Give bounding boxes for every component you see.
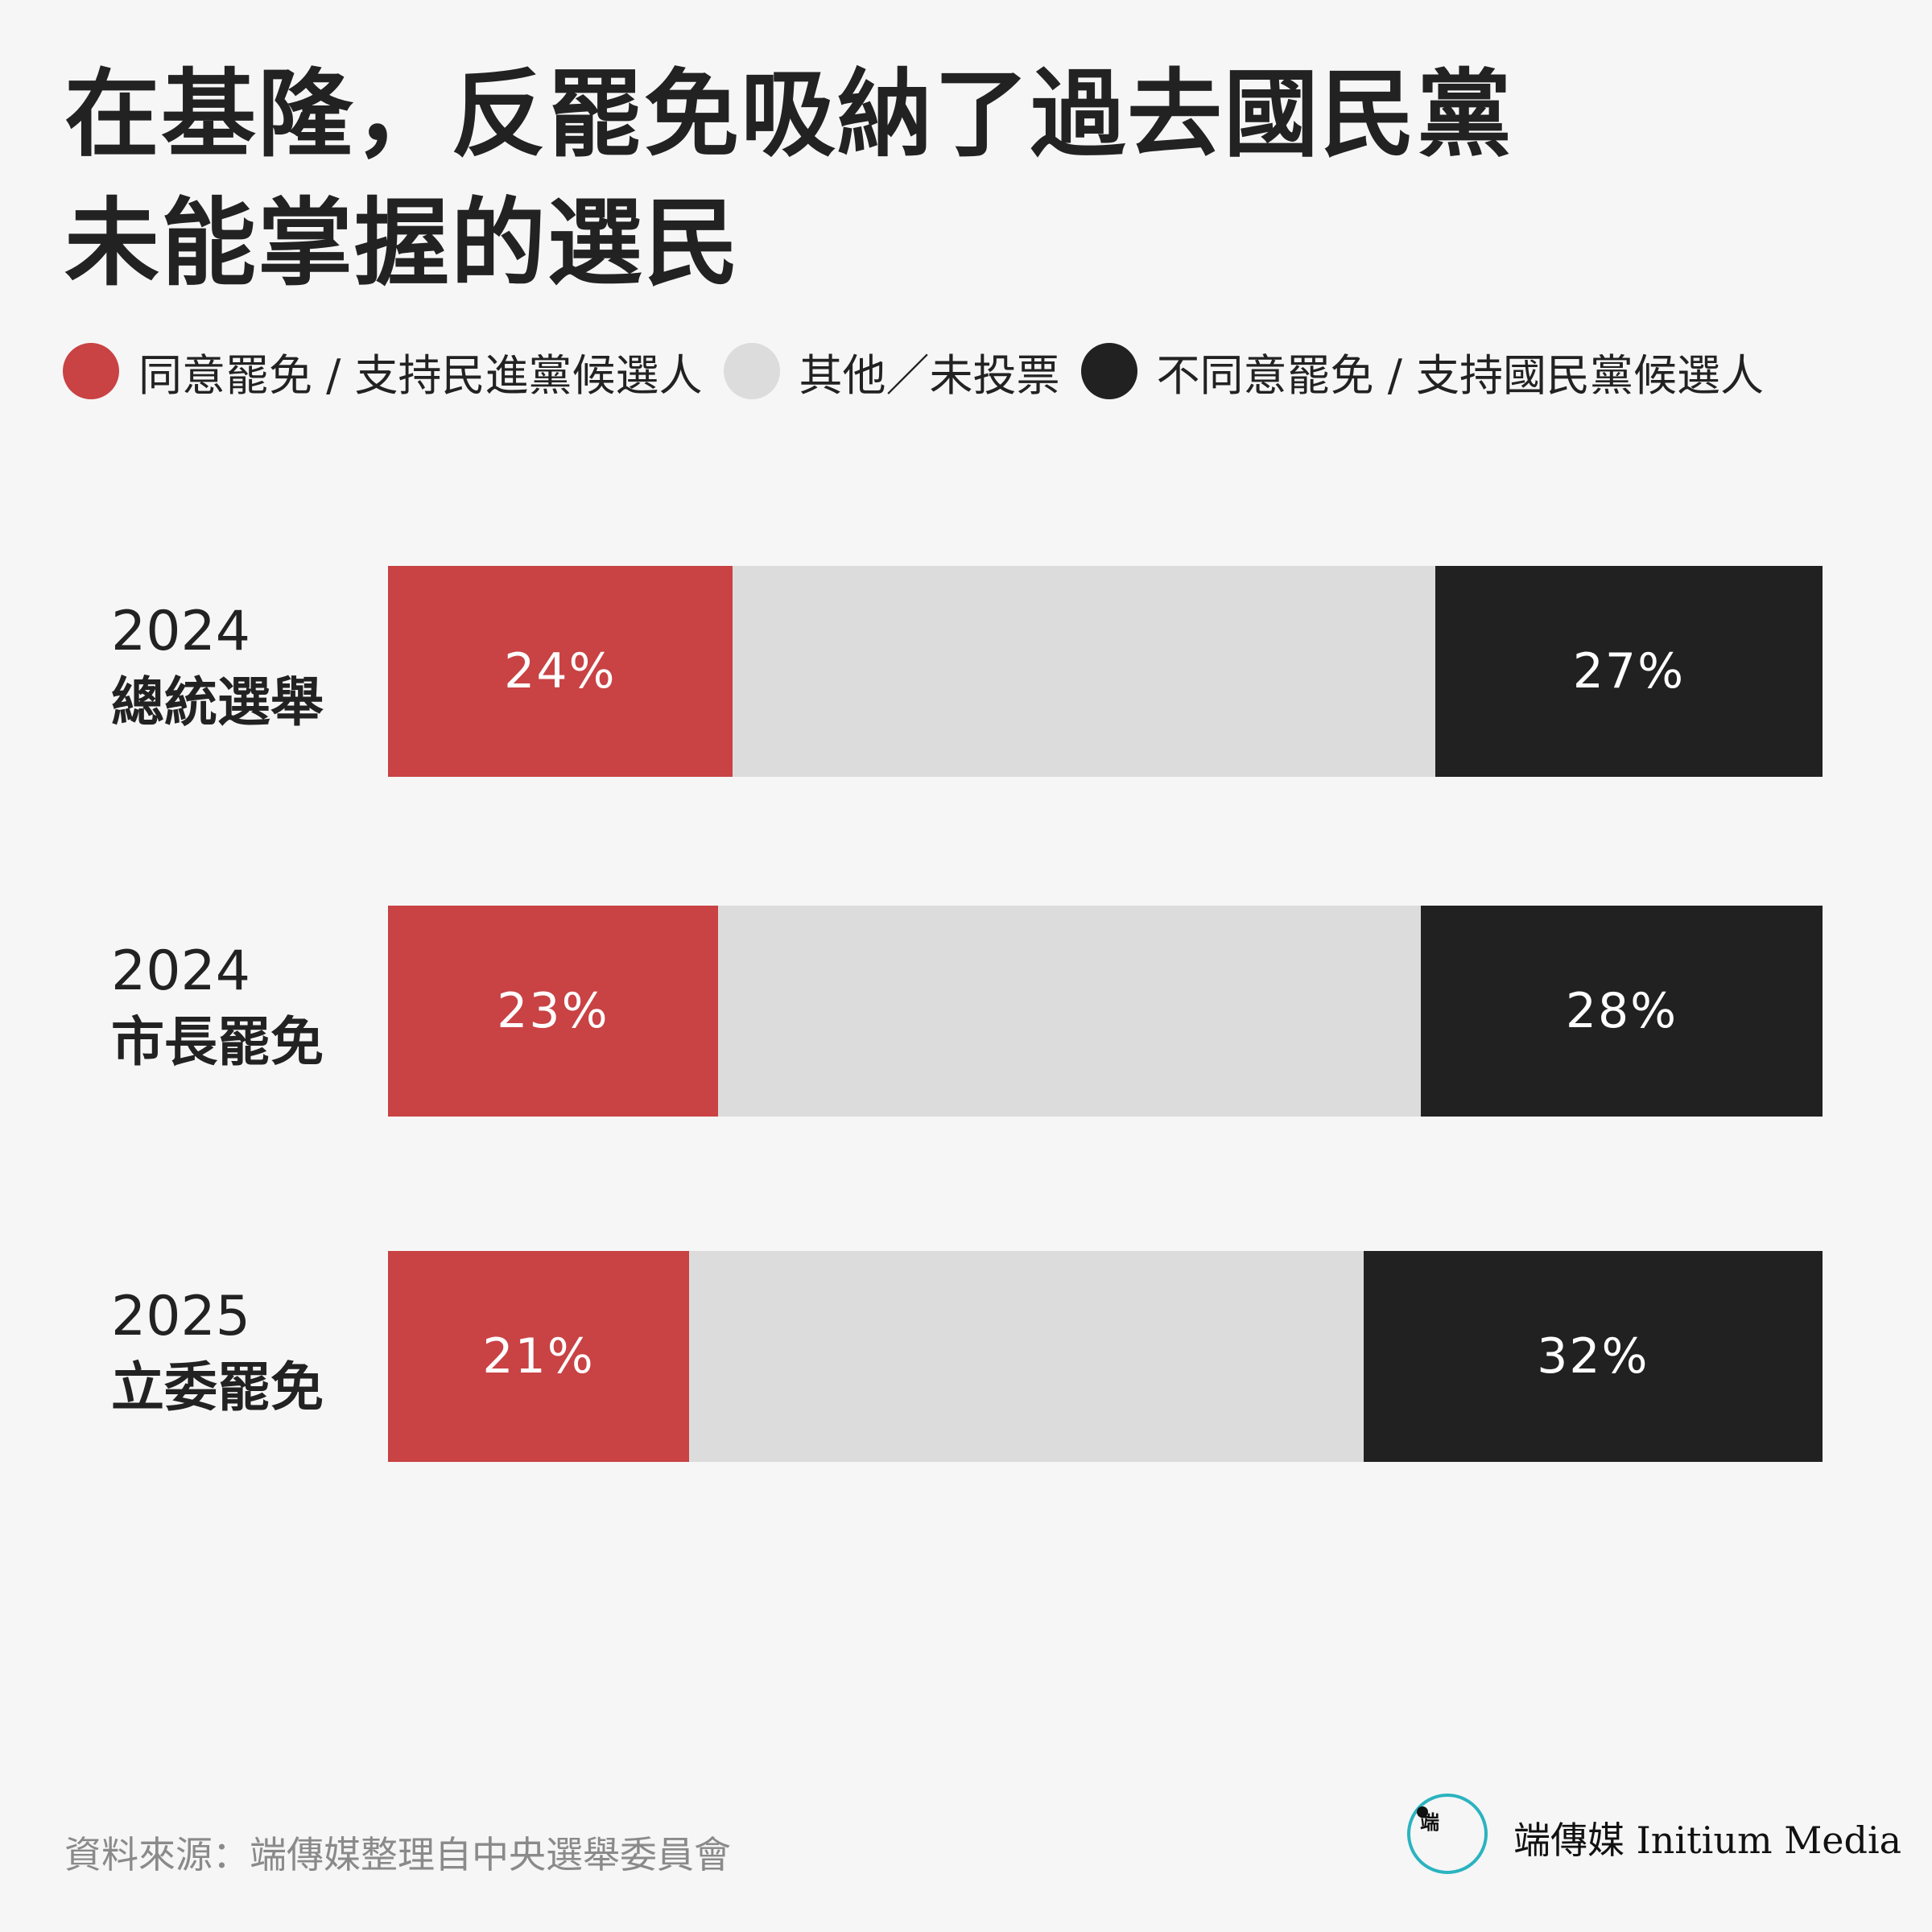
data-label: 27% bbox=[1572, 643, 1686, 700]
legend: 同意罷免 / 支持民進黨候選人 其他／未投票 不同意罷免 / 支持國民黨候選人 bbox=[63, 343, 1785, 401]
bar-segment-disagree: 28% bbox=[1421, 906, 1823, 1117]
bar-segment-disagree: 32% bbox=[1363, 1251, 1823, 1462]
legend-label: 不同意罷免 / 支持國民黨候選人 bbox=[1156, 349, 1765, 401]
title-line-2: 未能掌握的選民 bbox=[64, 188, 741, 299]
bar-row: 2024 總統選舉 24% 27% bbox=[0, 566, 1932, 777]
legend-label: 同意罷免 / 支持民進黨候選人 bbox=[138, 349, 703, 401]
category-year: 2025 bbox=[111, 1285, 251, 1348]
bar-row: 2024 市長罷免 23% 28% bbox=[0, 906, 1932, 1117]
title-line-1: 在基隆，反罷免吸納了過去國民黨 bbox=[64, 59, 1514, 170]
category-name: 總統選舉 bbox=[111, 671, 324, 733]
bar-segment-other bbox=[717, 906, 1422, 1117]
legend-item-agree: 同意罷免 / 支持民進黨候選人 bbox=[63, 340, 703, 403]
category-year: 2024 bbox=[111, 600, 251, 663]
data-label: 24% bbox=[504, 643, 617, 700]
stacked-bar: 23% 28% bbox=[388, 906, 1823, 1117]
source-note: 資料來源：端傳媒整理自中央選舉委員會 bbox=[64, 1833, 731, 1876]
initium-logo: 端 bbox=[1407, 1794, 1488, 1874]
category-year: 2024 bbox=[111, 939, 251, 1003]
legend-item-disagree: 不同意罷免 / 支持國民黨候選人 bbox=[1080, 340, 1765, 403]
logo-glyph: 端 bbox=[1420, 1811, 1439, 1834]
brand-name: 端傳媒 Initium Media bbox=[1513, 1818, 1902, 1862]
logo-dot bbox=[1417, 1806, 1428, 1818]
data-label: 32% bbox=[1537, 1328, 1649, 1385]
bar-segment-agree: 21% bbox=[388, 1251, 690, 1462]
legend-swatch bbox=[1080, 343, 1137, 399]
data-label: 21% bbox=[482, 1328, 595, 1385]
bar-segment-agree: 24% bbox=[388, 566, 733, 777]
bar-segment-other bbox=[732, 566, 1435, 777]
stacked-bar: 21% 32% bbox=[388, 1251, 1823, 1462]
legend-swatch bbox=[723, 343, 780, 399]
bar-segment-other bbox=[689, 1251, 1364, 1462]
chart-title: 在基隆，反罷免吸納了過去國民黨 未能掌握的選民 bbox=[64, 50, 1513, 308]
bar-segment-agree: 23% bbox=[388, 906, 718, 1117]
data-label: 23% bbox=[497, 983, 609, 1039]
category-name: 立委罷免 bbox=[111, 1356, 324, 1418]
bar-row: 2025 立委罷免 21% 32% bbox=[0, 1251, 1932, 1462]
category-name: 市長罷免 bbox=[111, 1011, 324, 1073]
legend-item-other: 其他／未投票 bbox=[723, 340, 1060, 403]
stacked-bar: 24% 27% bbox=[388, 566, 1823, 777]
legend-swatch bbox=[63, 343, 119, 399]
data-label: 28% bbox=[1565, 983, 1678, 1039]
legend-label: 其他／未投票 bbox=[799, 349, 1060, 401]
bar-segment-disagree: 27% bbox=[1435, 566, 1823, 777]
